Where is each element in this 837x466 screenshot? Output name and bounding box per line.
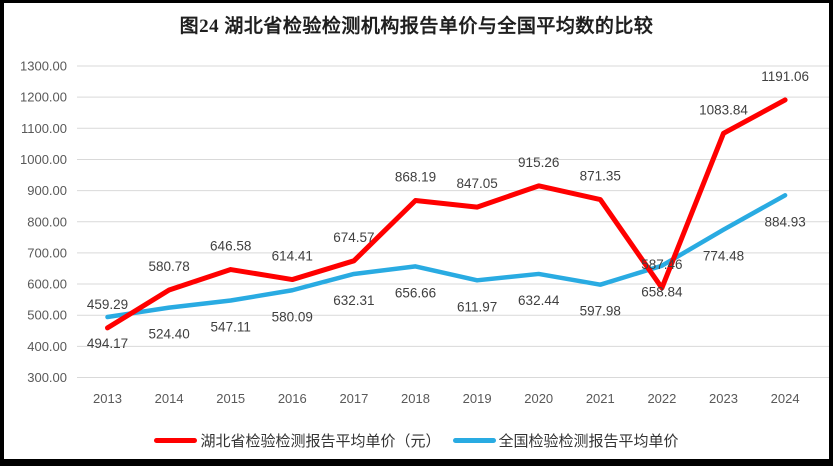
national-data-label: 524.40	[148, 327, 189, 342]
hubei-data-label: 674.57	[333, 230, 374, 245]
legend-label-national: 全国检验检测报告平均单价	[498, 432, 679, 450]
national-data-label: 547.11	[211, 320, 251, 335]
national-data-label: 632.31	[333, 293, 374, 308]
x-tick-label: 2015	[216, 391, 245, 406]
x-tick-label: 2024	[771, 391, 800, 406]
national-data-label: 580.09	[272, 309, 313, 324]
y-tick-label: 500.00	[27, 308, 67, 323]
x-tick-label: 2021	[586, 391, 615, 406]
y-tick-label: 800.00	[27, 214, 67, 229]
x-tick-label: 2022	[647, 391, 676, 406]
legend-item-national: 全国检验检测报告平均单价	[452, 430, 679, 451]
national-data-label: 656.66	[395, 285, 436, 300]
x-tick-label: 2016	[278, 391, 307, 406]
x-tick-label: 2023	[709, 391, 738, 406]
national-data-label: 632.44	[518, 293, 560, 308]
national-data-label: 774.48	[703, 249, 744, 264]
y-tick-label: 600.00	[27, 277, 67, 292]
national-series-line-marker	[452, 437, 496, 443]
national-data-label: 658.84	[641, 285, 683, 300]
y-tick-label: 1000.00	[20, 152, 67, 167]
x-tick-label: 2013	[93, 391, 122, 406]
hubei-data-label: 646.58	[210, 239, 251, 254]
hubei-data-label: 915.26	[518, 155, 559, 170]
national-data-label: 597.98	[580, 304, 621, 319]
hubei-series-line-marker	[154, 437, 198, 443]
x-tick-label: 2019	[463, 391, 492, 406]
y-tick-label: 400.00	[27, 339, 67, 354]
x-tick-label: 2017	[339, 391, 368, 406]
x-tick-label: 2020	[524, 391, 553, 406]
x-tick-label: 2018	[401, 391, 430, 406]
hubei-data-label: 847.05	[456, 176, 497, 191]
hubei-data-label: 614.41	[272, 249, 313, 264]
hubei-data-label: 580.78	[148, 259, 189, 274]
chart-title: 图24 湖北省检验检测机构报告单价与全国平均数的比较	[179, 16, 654, 37]
hubei-data-label: 459.29	[87, 297, 128, 312]
national-data-label: 611.97	[457, 299, 497, 314]
chart-legend: 湖北省检验检测报告平均单价（元） 全国检验检测报告平均单价	[4, 429, 829, 451]
y-tick-label: 900.00	[27, 183, 67, 198]
legend-item-hubei: 湖北省检验检测报告平均单价（元）	[154, 430, 441, 451]
national-data-label: 884.93	[764, 214, 805, 229]
y-tick-label: 1300.00	[20, 59, 67, 74]
hubei-data-label: 587.46	[641, 257, 682, 272]
national-data-label: 494.17	[87, 336, 128, 351]
y-tick-label: 1100.00	[21, 121, 67, 136]
y-tick-label: 1200.00	[20, 90, 67, 105]
legend-label-hubei: 湖北省检验检测报告平均单价（元）	[200, 432, 441, 450]
x-tick-label: 2014	[155, 391, 184, 406]
hubei-data-label: 1083.84	[699, 102, 748, 117]
hubei-data-label: 868.19	[395, 170, 436, 185]
national-series-line	[105, 193, 788, 320]
hubei-data-label: 871.35	[580, 169, 621, 184]
hubei-data-label: 1191.06	[761, 69, 809, 84]
line-chart-plot-area: 300.00 400.00 500.00 600.00 700.00 800.00 900.…	[20, 59, 829, 406]
y-tick-label: 700.00	[27, 245, 67, 260]
y-tick-label: 300.00	[27, 370, 67, 385]
hubei-series-line	[105, 97, 788, 331]
